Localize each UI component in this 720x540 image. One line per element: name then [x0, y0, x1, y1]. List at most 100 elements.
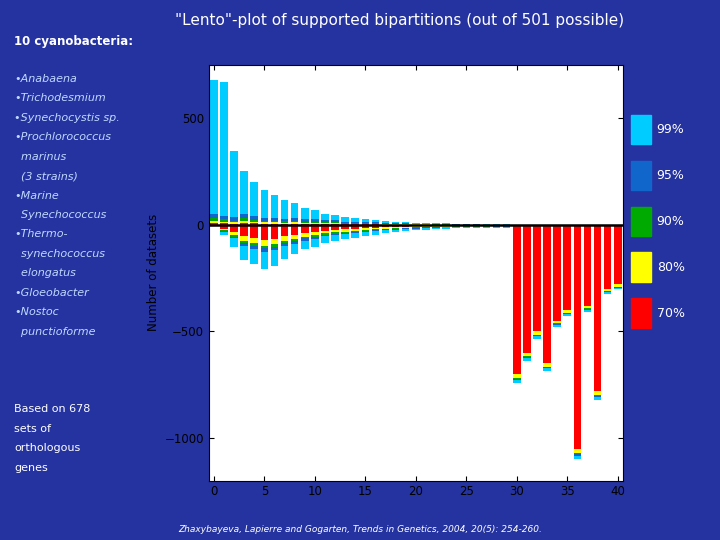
Bar: [331, 220, 339, 222]
Bar: [361, 232, 369, 236]
Bar: [503, 227, 510, 228]
Bar: [534, 336, 541, 339]
Bar: [523, 353, 531, 356]
Bar: [452, 225, 460, 226]
Bar: [614, 287, 621, 288]
Bar: [422, 226, 430, 227]
Bar: [240, 223, 248, 225]
Bar: [251, 183, 258, 217]
Bar: [240, 225, 248, 237]
Bar: [311, 232, 319, 235]
Bar: [331, 224, 339, 225]
Bar: [301, 238, 308, 240]
Bar: [382, 230, 390, 233]
Bar: [331, 234, 339, 235]
Bar: [291, 203, 298, 218]
Bar: [554, 321, 561, 323]
Bar: [544, 367, 551, 368]
Bar: [291, 244, 298, 254]
Bar: [341, 223, 349, 224]
Bar: [492, 225, 500, 226]
Bar: [220, 221, 228, 223]
Bar: [281, 241, 288, 244]
Bar: [372, 231, 379, 235]
Bar: [574, 454, 581, 456]
Bar: [281, 219, 288, 221]
Bar: [604, 291, 611, 292]
Bar: [281, 200, 288, 219]
Bar: [301, 224, 308, 225]
Bar: [220, 232, 228, 235]
Bar: [341, 230, 349, 232]
Bar: [584, 309, 591, 310]
Bar: [321, 225, 329, 231]
Bar: [614, 225, 621, 285]
Bar: [311, 225, 319, 232]
Bar: [291, 218, 298, 221]
Bar: [402, 229, 410, 231]
Bar: [220, 225, 228, 228]
Text: •Gloeobacter: •Gloeobacter: [14, 288, 89, 298]
Bar: [392, 223, 400, 224]
Bar: [372, 225, 379, 228]
Bar: [341, 233, 349, 234]
Bar: [392, 230, 400, 232]
Bar: [321, 231, 329, 233]
Bar: [544, 368, 551, 370]
Bar: [230, 238, 238, 247]
Bar: [402, 227, 410, 228]
Text: •Marine: •Marine: [14, 191, 59, 201]
Bar: [301, 237, 308, 238]
Bar: [220, 230, 228, 231]
Text: Synechococcus: Synechococcus: [14, 210, 107, 220]
Bar: [230, 218, 238, 221]
Bar: [614, 288, 621, 289]
Bar: [240, 214, 248, 218]
Text: 70%: 70%: [657, 307, 685, 320]
Bar: [351, 229, 359, 231]
Bar: [261, 252, 268, 269]
Bar: [554, 323, 561, 324]
Bar: [412, 226, 420, 227]
Bar: [604, 225, 611, 289]
Bar: [321, 236, 329, 242]
Bar: [301, 225, 308, 233]
Bar: [442, 227, 450, 229]
Bar: [230, 235, 238, 237]
Bar: [341, 234, 349, 239]
Bar: [523, 225, 531, 353]
Bar: [472, 227, 480, 228]
Bar: [544, 225, 551, 363]
Bar: [251, 222, 258, 224]
Bar: [220, 228, 228, 230]
Bar: [301, 233, 308, 237]
Bar: [594, 396, 601, 397]
Bar: [361, 225, 369, 228]
Bar: [584, 310, 591, 312]
Text: Zhaxybayeva, Lapierre and Gogarten, Trends in Genetics, 2004, 20(5): 254-260.: Zhaxybayeva, Lapierre and Gogarten, Tren…: [178, 524, 542, 534]
Bar: [321, 224, 329, 225]
Text: elongatus: elongatus: [14, 268, 76, 279]
Bar: [534, 225, 541, 332]
Bar: [452, 227, 460, 228]
Bar: [594, 397, 601, 400]
Bar: [513, 378, 521, 379]
Bar: [261, 225, 268, 240]
Bar: [230, 232, 238, 235]
Bar: [614, 285, 621, 287]
Bar: [372, 220, 379, 222]
Text: •Anabaena: •Anabaena: [14, 74, 77, 84]
Bar: [442, 225, 450, 226]
Bar: [271, 225, 278, 239]
Bar: [564, 314, 571, 316]
Bar: [392, 227, 400, 228]
Bar: [361, 230, 369, 231]
Bar: [240, 237, 248, 241]
Bar: [432, 223, 440, 224]
Bar: [331, 235, 339, 241]
Bar: [554, 324, 561, 325]
Bar: [594, 395, 601, 396]
Bar: [251, 224, 258, 225]
Bar: [422, 227, 430, 228]
Bar: [361, 231, 369, 232]
